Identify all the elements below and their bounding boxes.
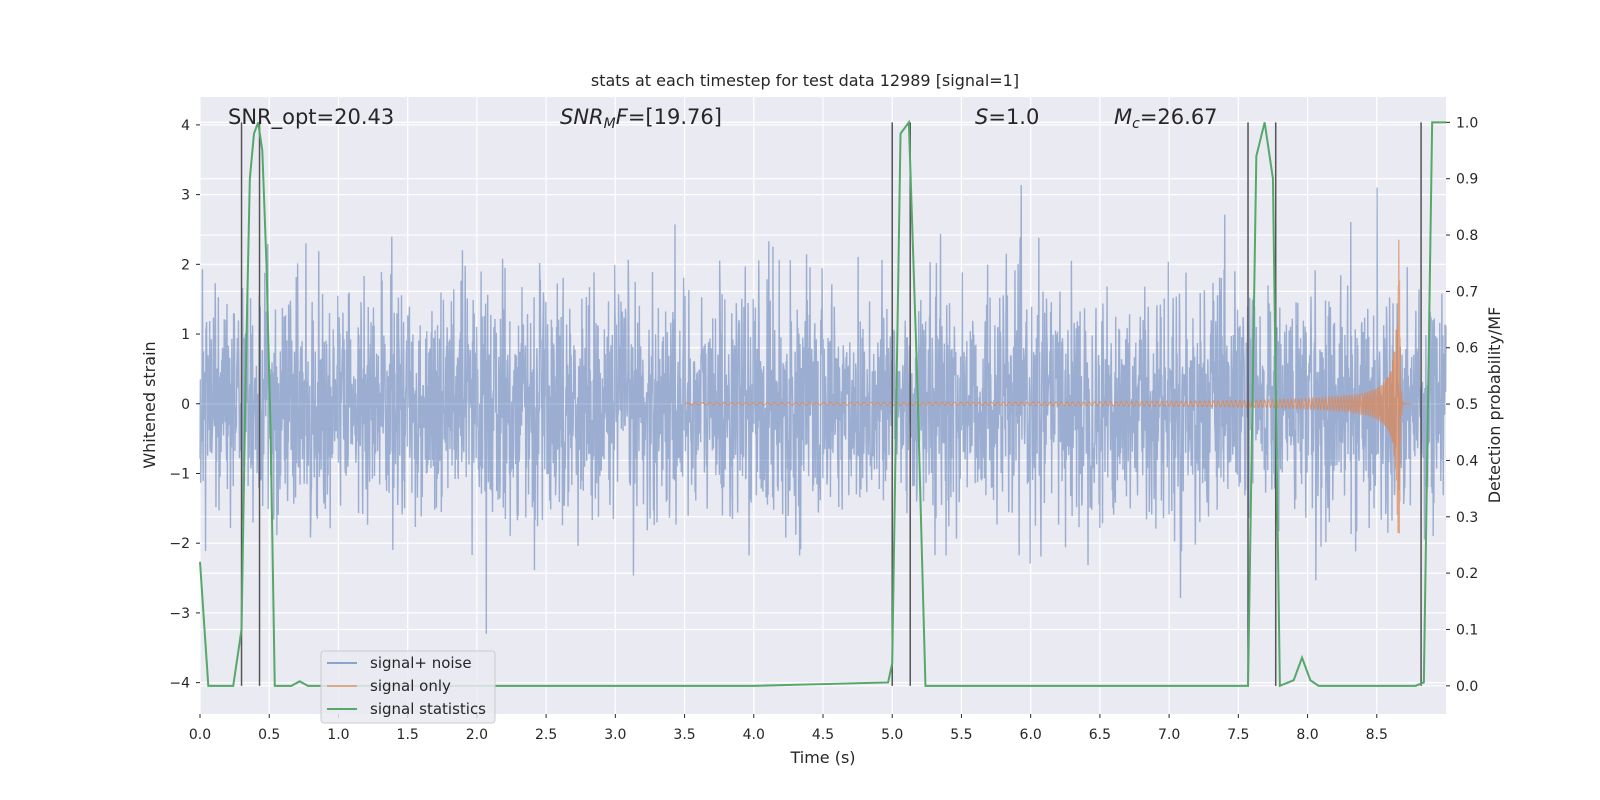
y-tick-label-right: 0.5 bbox=[1456, 397, 1478, 413]
chirp-trace bbox=[684, 239, 1412, 534]
x-tick-label: 1.0 bbox=[327, 727, 349, 743]
x-tick-label: 4.0 bbox=[743, 727, 765, 743]
y-tick-label-left: 0 bbox=[181, 397, 190, 413]
y-tick-label-left: 4 bbox=[181, 118, 190, 134]
legend-box bbox=[320, 650, 496, 724]
y-tick-label-right: 0.0 bbox=[1456, 679, 1478, 695]
x-tick-label: 2.5 bbox=[535, 727, 557, 743]
x-tick-label: 0.5 bbox=[258, 727, 280, 743]
annotation-mc: Mc=26.67 bbox=[1114, 105, 1218, 132]
x-tick-label: 8.5 bbox=[1366, 727, 1388, 743]
y-tick-label-left: 3 bbox=[181, 188, 190, 204]
noise-trace bbox=[199, 185, 1447, 634]
y-tick-label-left: 1 bbox=[181, 327, 190, 343]
x-tick-label: 7.0 bbox=[1158, 727, 1180, 743]
y-tick-label-right: 0.1 bbox=[1456, 622, 1478, 638]
x-tick-label: 5.5 bbox=[950, 727, 972, 743]
y-tick-label-left: −3 bbox=[169, 606, 190, 622]
snr-mf-name: SNR bbox=[560, 105, 604, 129]
snr-mf-tail: F bbox=[616, 105, 629, 129]
x-tick-label: 6.5 bbox=[1089, 727, 1111, 743]
y-tick-label-right: 1.0 bbox=[1456, 115, 1478, 131]
y-tick-label-right: 0.3 bbox=[1456, 510, 1478, 526]
series-signal-plus-noise bbox=[199, 185, 1447, 634]
snr-mf-subscript: M bbox=[604, 116, 616, 132]
y-tick-label-left: 2 bbox=[181, 257, 190, 273]
x-axis-label: Time (s) bbox=[789, 748, 855, 767]
annotation-snr-opt: SNR_opt=20.43 bbox=[228, 105, 394, 130]
y-tick-label-left: −2 bbox=[169, 536, 190, 552]
tick-labels: 0.0 0.5 1.0 1.5 2.0 2.5 3.0 3.5 4.0 4.5 5.0 5.5 6.0 6… bbox=[169, 115, 1478, 743]
legend: signal+ noise signal only signal statist… bbox=[320, 650, 496, 724]
mc-value: =26.67 bbox=[1140, 105, 1218, 129]
legend-label-signal-plus-noise: signal+ noise bbox=[370, 654, 472, 672]
y-tick-label-right: 0.7 bbox=[1456, 284, 1478, 300]
x-tick-label: 2.0 bbox=[466, 727, 488, 743]
y-tick-label-right: 0.8 bbox=[1456, 228, 1478, 244]
y-tick-label-right: 0.6 bbox=[1456, 341, 1478, 357]
y-axis-label-left: Whitened strain bbox=[140, 341, 159, 468]
annotation-s: S=1.0 bbox=[975, 105, 1039, 129]
chart-title: stats at each timestep for test data 129… bbox=[591, 71, 1019, 90]
legend-label-signal-statistics: signal statistics bbox=[370, 700, 486, 718]
y-tick-label-right: 0.4 bbox=[1456, 453, 1478, 469]
annotations: SNR_opt=20.43 SNRMF=[19.76] S=1.0 Mc=26.… bbox=[228, 105, 1218, 132]
x-tick-label: 6.0 bbox=[1020, 727, 1042, 743]
vertical-markers bbox=[240, 122, 1422, 686]
series-signal-statistics bbox=[199, 119, 1446, 688]
x-tick-label: 3.5 bbox=[673, 727, 695, 743]
s-name: S bbox=[975, 105, 988, 129]
annotation-snr-mf: SNRMF=[19.76] bbox=[560, 105, 722, 132]
mc-name: M bbox=[1114, 105, 1132, 129]
y-tick-label-right: 0.2 bbox=[1456, 566, 1478, 582]
x-tick-label: 8.0 bbox=[1296, 727, 1318, 743]
y-tick-label-left: −4 bbox=[169, 676, 190, 692]
y-axis-label-right: Detection probability/MF bbox=[1485, 307, 1504, 504]
x-tick-label: 5.0 bbox=[881, 727, 903, 743]
x-tick-label: 7.5 bbox=[1227, 727, 1249, 743]
series-signal-only bbox=[684, 239, 1412, 534]
statistics-trace bbox=[199, 119, 1446, 688]
x-tick-label: 3.0 bbox=[604, 727, 626, 743]
legend-label-signal-only: signal only bbox=[370, 677, 451, 695]
x-tick-label: 4.5 bbox=[812, 727, 834, 743]
y-tick-label-right: 0.9 bbox=[1456, 172, 1478, 188]
x-tick-label: 0.0 bbox=[189, 727, 211, 743]
s-value: =1.0 bbox=[988, 105, 1039, 129]
x-tick-label: 1.5 bbox=[397, 727, 419, 743]
snr-mf-value: =[19.76] bbox=[628, 105, 722, 129]
y-tick-label-left: −1 bbox=[169, 466, 190, 482]
mc-subscript: c bbox=[1132, 116, 1140, 132]
